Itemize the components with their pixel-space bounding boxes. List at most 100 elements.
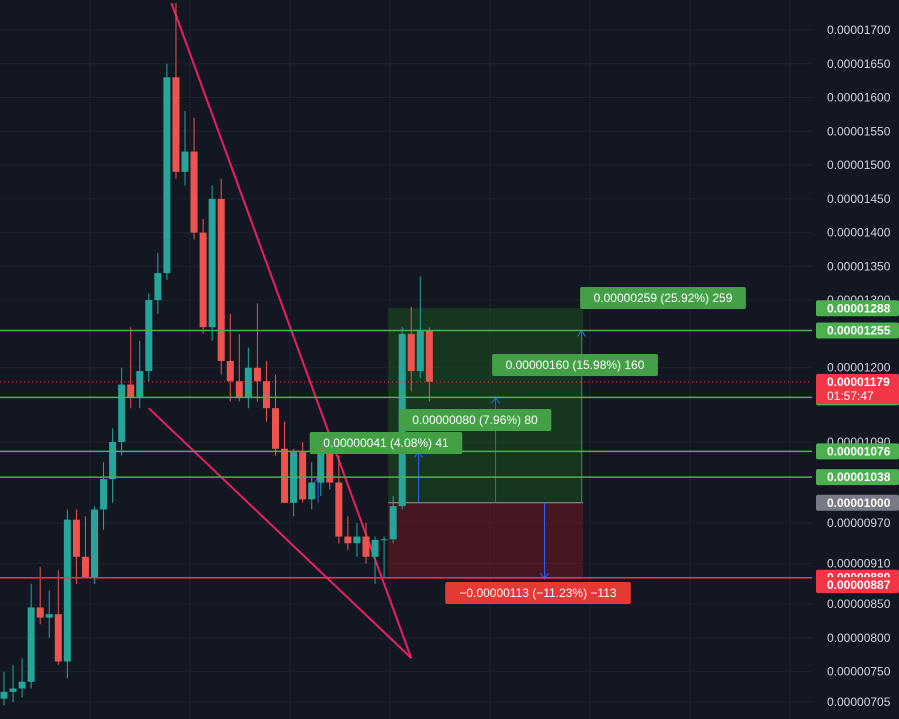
price-tick-label: 0.00000800: [827, 631, 891, 645]
target-label-bg: [492, 354, 658, 376]
candle: [100, 462, 108, 530]
candle-body: [208, 198, 216, 328]
candle-body: [353, 536, 361, 544]
candle: [407, 306, 415, 392]
candle-body: [36, 607, 44, 618]
candle-body: [91, 509, 98, 578]
candle: [118, 367, 126, 456]
price-axis[interactable]: 0.00001700 0.00001650 0.00001600 0.00001550…: [815, 0, 899, 719]
price-tag: 0.00000887: [816, 577, 899, 594]
candle: [81, 516, 89, 578]
candle-body: [109, 441, 117, 480]
price-tag-text: 0.00001288: [827, 301, 891, 315]
candle-body: [217, 198, 225, 361]
price-tag-bg: [816, 577, 899, 594]
price-tick-label: 0.00001350: [827, 259, 891, 273]
stop-label: −0.00000113 (−11.23%) −113: [445, 582, 631, 604]
candle-body: [127, 384, 135, 399]
price-tick-label: 0.00000705: [827, 695, 891, 709]
target-label-bg: [398, 409, 552, 431]
candle-body: [18, 681, 26, 689]
candle-body: [172, 77, 180, 172]
target-label-text: 0.00000160 (15.98%) 160: [506, 358, 645, 372]
candle: [72, 509, 80, 584]
candle: [353, 523, 361, 557]
candle: [190, 117, 198, 240]
candle-body: [199, 232, 207, 328]
candle: [18, 658, 26, 698]
price-tick-label: 0.00001450: [827, 192, 891, 206]
level-price-tag: 0.00001255: [816, 322, 899, 339]
candle-body: [181, 151, 189, 172]
price-tick-label: 0.00001200: [827, 361, 891, 375]
candle-body: [0, 691, 8, 699]
target-label: 0.00000080 (7.96%) 80: [398, 409, 552, 431]
stop-arrow-head: [540, 572, 549, 580]
candle-body: [235, 381, 243, 399]
price-tick-label: 0.00000850: [827, 597, 891, 611]
candle-body: [190, 151, 198, 233]
candle: [380, 536, 388, 578]
candle: [253, 303, 261, 402]
price-tag: 0.00001000: [816, 494, 899, 511]
candle-body: [136, 371, 144, 399]
candle: [63, 509, 71, 679]
target-label-bg: [309, 432, 463, 454]
target-label: 0.00000160 (15.98%) 160: [492, 354, 658, 376]
loss-zone[interactable]: [388, 502, 584, 580]
level-price-tag-bg: [816, 322, 899, 339]
candle: [389, 496, 397, 544]
candle-body: [100, 479, 108, 510]
candle-body: [81, 556, 89, 578]
candle: [425, 327, 433, 402]
price-tick-label: 0.00000910: [827, 557, 891, 571]
candle-body: [362, 536, 370, 557]
candle-body: [54, 614, 62, 662]
candle-body: [335, 482, 343, 537]
candle: [371, 536, 379, 584]
target-label-bg: [580, 287, 746, 309]
candle-body: [272, 408, 279, 449]
price-tick-label: 0.00001700: [827, 23, 891, 37]
candle: [0, 671, 8, 706]
target-label-text: 0.00000259 (25.92%) 259: [594, 291, 733, 305]
candle: [9, 664, 17, 702]
price-tag: 0.00001288: [816, 300, 899, 317]
candle-body: [118, 384, 126, 442]
price-axis-bg: [815, 0, 899, 719]
candle: [217, 178, 225, 375]
current-price-text: 0.00001179: [827, 375, 890, 389]
stop-label-text: −0.00000113 (−11.23%) −113: [459, 586, 616, 600]
candle-body: [262, 381, 270, 409]
candle: [199, 219, 207, 334]
candle-body: [226, 360, 234, 382]
candle: [36, 566, 44, 625]
price-tick-label: 0.00001500: [827, 158, 891, 172]
candle: [172, 2, 180, 179]
level-price-tag-text: 0.00001255: [827, 324, 891, 338]
trendline[interactable]: [148, 407, 412, 659]
target-label: 0.00000041 (4.08%) 41: [309, 432, 463, 454]
stop-label-bg: [445, 582, 631, 604]
candle-body: [371, 539, 379, 557]
price-tag-bg: [816, 300, 899, 317]
price-tick-label: 0.00001400: [827, 226, 891, 240]
candle: [27, 583, 35, 689]
candle-body: [163, 77, 171, 274]
candles: [0, 2, 433, 706]
candle-body: [253, 367, 261, 382]
candle: [226, 313, 234, 402]
candle: [335, 455, 343, 544]
candle: [416, 276, 424, 378]
candle: [262, 360, 270, 422]
target-labels: 0.00000041 (4.08%) 41 0.00000080 (7.96%) …: [309, 287, 746, 604]
price-tag-text: 0.00000887: [827, 578, 891, 592]
candle: [163, 63, 171, 280]
price-tick-label: 0.00000970: [827, 516, 891, 530]
price-tags: 0.000012550.000011560.000010760.00001038…: [816, 300, 899, 594]
candle-body: [72, 519, 80, 557]
price-tag-bg: [816, 494, 899, 511]
candle-body: [244, 367, 252, 399]
